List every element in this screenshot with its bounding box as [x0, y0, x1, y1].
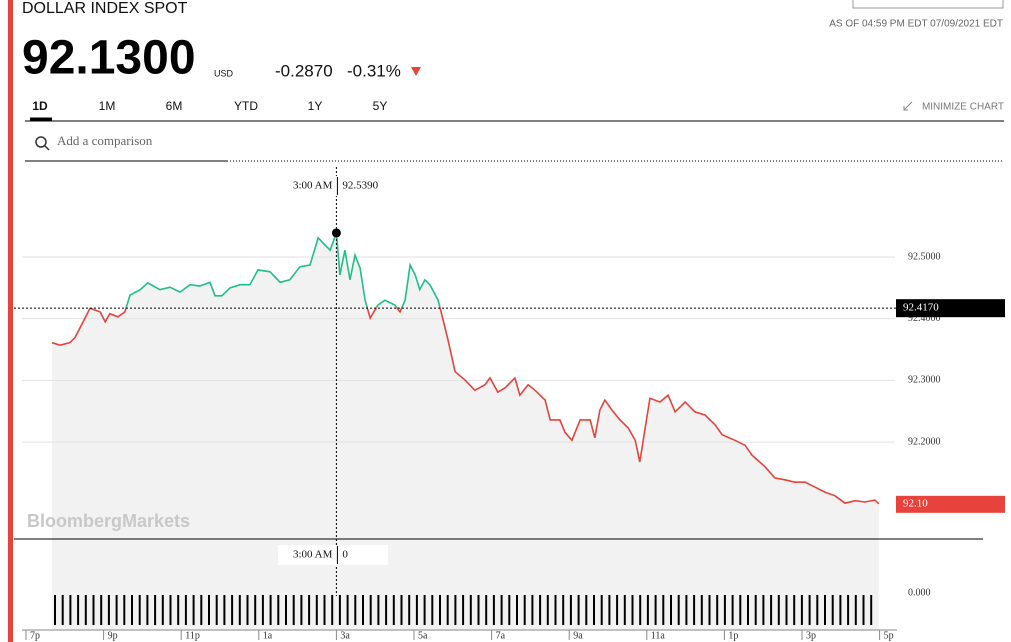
change-pct: -0.31% — [347, 61, 401, 80]
y-tick-label: 92.4000 — [908, 313, 941, 324]
search-icon — [35, 136, 47, 148]
x-tick-label: 1a — [263, 630, 273, 641]
y-tick-label: 92.2000 — [908, 436, 941, 447]
last-price-label: 92.10 — [903, 497, 928, 509]
x-tick-label: 9a — [573, 630, 583, 641]
y-tick-label: 92.3000 — [908, 375, 941, 386]
last-price-box — [896, 495, 1005, 513]
crosshair-point — [331, 228, 341, 238]
change: -0.2870 — [275, 61, 333, 80]
previous-close-box — [896, 299, 1005, 318]
crosshair-time: 3:00 AM — [293, 549, 333, 561]
down-arrow — [411, 67, 421, 76]
volume-tick-label: 0.000 — [908, 587, 931, 598]
crosshair-value: 0 — [342, 549, 348, 561]
plot: 92.5000 92.4000 92.3000 92.2000 BloombergMar… — [14, 167, 1005, 641]
watermark: BloombergMarkets — [27, 511, 190, 531]
y-tick-label: 92.5000 — [908, 251, 941, 262]
crosshair-time: 3:00 AM — [293, 180, 333, 192]
crosshair-value: 92.5390 — [342, 180, 378, 192]
as-of: AS OF 04:59 PM EDT 07/09/2021 EDT — [829, 19, 1003, 30]
search-icon-handle — [44, 145, 50, 151]
title: DOLLAR INDEX SPOT — [22, 0, 188, 17]
x-tick-label: 5p — [884, 630, 894, 641]
tab[interactable]: 1Y — [308, 99, 323, 113]
x-tick-label: 1p — [728, 630, 738, 641]
x-tick-label: 11p — [185, 630, 200, 641]
area — [51, 232, 879, 539]
x-tick-label: 3a — [340, 630, 350, 641]
tab[interactable]: 1M — [99, 99, 116, 113]
minimize-chart[interactable]: MINIMIZE CHART — [922, 102, 1004, 113]
comparison-input[interactable]: Add a comparison — [57, 133, 153, 148]
x-tick-label: 5a — [418, 630, 428, 641]
x-tick-label: 7p — [30, 630, 40, 641]
crosshair-box — [278, 176, 388, 196]
tabs: 1D 1M 6M YTD 1Y 5Y — [32, 99, 387, 113]
x-tick-label: 7a — [496, 630, 506, 641]
crosshair-box — [278, 545, 388, 565]
tab[interactable]: YTD — [234, 99, 258, 113]
currency: USD — [214, 68, 234, 78]
tab[interactable]: 1D — [32, 99, 48, 113]
price: 92.1300 — [22, 32, 196, 85]
price-line — [51, 232, 880, 505]
x-tick-label: 11a — [651, 630, 666, 641]
tab[interactable]: 5Y — [373, 99, 388, 113]
accent-bar — [8, 0, 13, 642]
x-tick-label: 3p — [806, 630, 816, 641]
minimize-icon — [903, 101, 913, 111]
x-tick-label: 9p — [108, 630, 118, 641]
previous-close-label: 92.4170 — [903, 302, 939, 314]
top-box — [852, 0, 1004, 9]
tab[interactable]: 6M — [166, 99, 183, 113]
